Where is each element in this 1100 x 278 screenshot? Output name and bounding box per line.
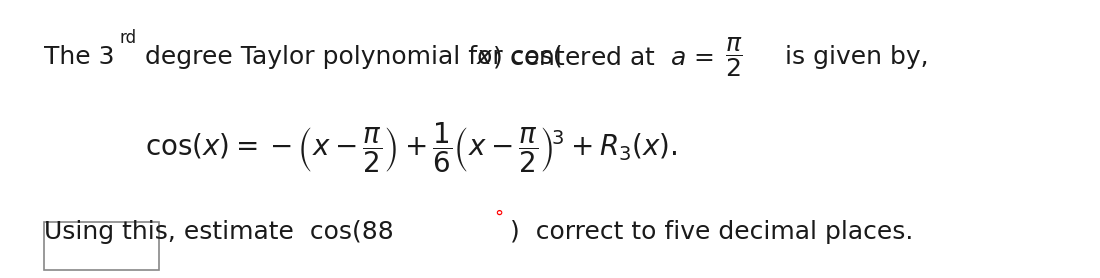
Text: ) centered at  $a$ =: ) centered at $a$ = — [492, 44, 714, 70]
Text: $\mathrm{cos}(x) = -\left(x - \dfrac{\pi}{2}\right) + \dfrac{1}{6}\left(x - \dfr: $\mathrm{cos}(x) = -\left(x - \dfrac{\pi… — [145, 120, 678, 175]
Text: °: ° — [494, 209, 504, 227]
Text: Using this, estimate  cos(88: Using this, estimate cos(88 — [44, 220, 394, 244]
Text: $x$: $x$ — [475, 45, 493, 69]
Text: degree Taylor polynomial for cos(: degree Taylor polynomial for cos( — [138, 45, 563, 69]
Text: is given by,: is given by, — [769, 45, 928, 69]
FancyBboxPatch shape — [44, 222, 160, 270]
Text: $\dfrac{\pi}{2}$: $\dfrac{\pi}{2}$ — [725, 35, 742, 79]
Text: )  correct to five decimal places.: ) correct to five decimal places. — [509, 220, 913, 244]
Text: The 3: The 3 — [44, 45, 114, 69]
Text: rd: rd — [119, 29, 136, 47]
